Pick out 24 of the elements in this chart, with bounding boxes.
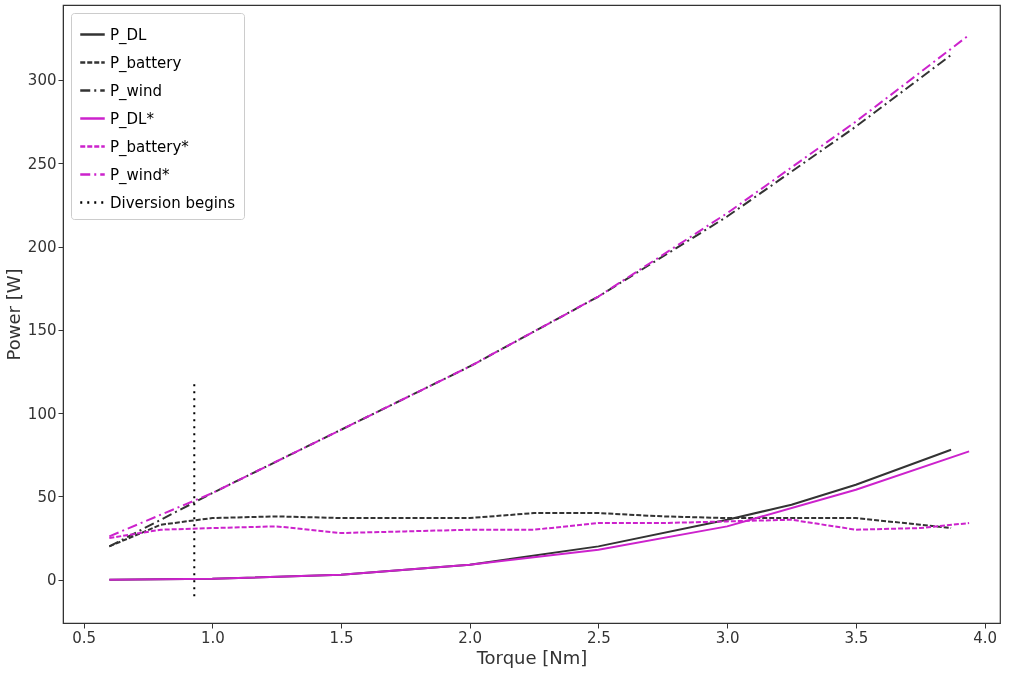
x-tick-label: 1.0	[200, 628, 225, 647]
legend-label: P_battery*	[110, 137, 190, 157]
x-tick-label: 0.5	[72, 628, 97, 647]
y-tick-label: 200	[27, 238, 57, 257]
legend-label: P_battery	[110, 53, 182, 73]
legend-label: P_wind*	[110, 165, 171, 185]
x-tick-label: 2.0	[458, 628, 483, 647]
y-tick-label: 100	[27, 404, 57, 423]
legend-label: Diversion begins	[110, 193, 236, 212]
y-axis-title: Power [W]	[2, 268, 24, 361]
x-tick-label: 1.5	[329, 628, 354, 647]
legend-label: P_wind	[110, 81, 163, 101]
y-tick-label: 0	[46, 571, 57, 590]
x-tick-label: 4.0	[973, 628, 997, 647]
y-tick-label: 150	[27, 321, 57, 340]
x-tick-label: 3.5	[844, 628, 869, 647]
y-tick-label: 50	[37, 487, 57, 506]
x-axis-title: Torque [Nm]	[475, 646, 588, 668]
x-tick-label: 2.5	[587, 628, 611, 647]
x-tick-label: 3.0	[715, 628, 740, 647]
legend-label: P_DL	[110, 25, 148, 45]
y-tick-label: 250	[27, 154, 57, 173]
y-tick-label: 300	[27, 71, 57, 90]
legend-label: P_DL*	[110, 109, 155, 129]
